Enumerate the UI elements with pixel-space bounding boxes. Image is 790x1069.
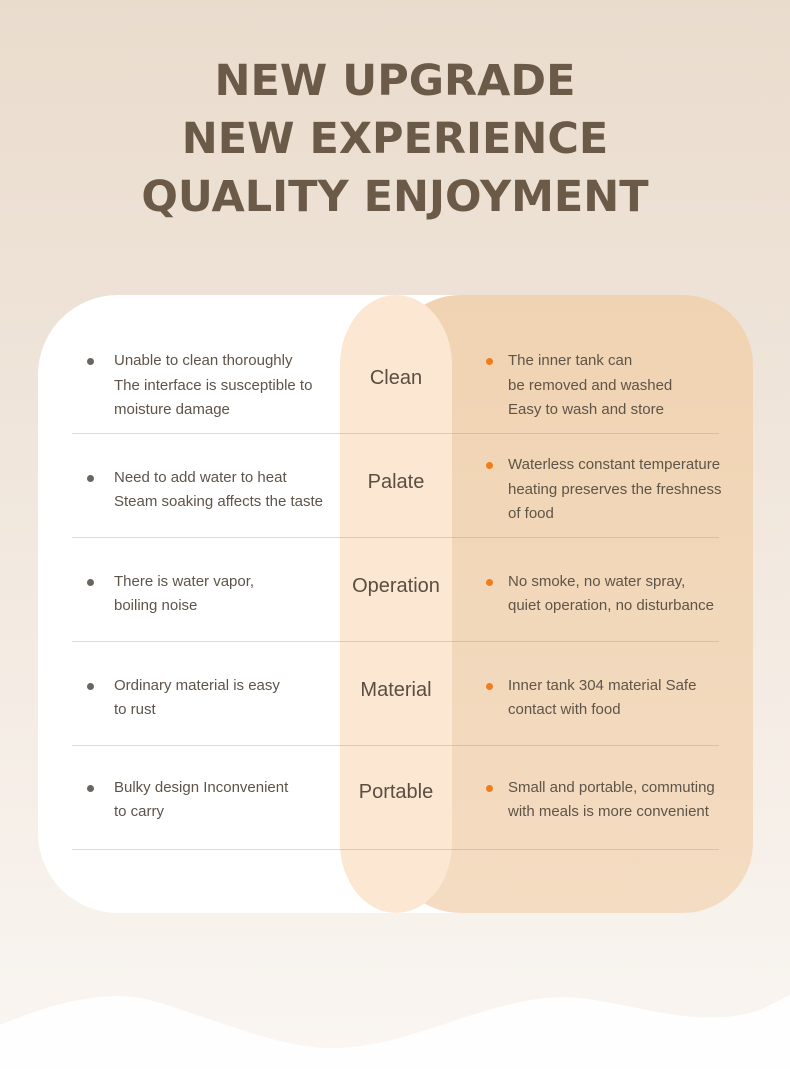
bullet-grey-icon bbox=[87, 578, 94, 586]
headline: NEW UPGRADE NEW EXPERIENCE QUALITY ENJOY… bbox=[0, 52, 790, 226]
advantage-line: of food bbox=[508, 505, 554, 523]
disadvantage-text: Need to add water to heat Steam soaking a… bbox=[114, 466, 344, 515]
disadvantage-text: Unable to clean thoroughly The interface … bbox=[114, 349, 344, 423]
bullet-orange-icon bbox=[486, 784, 493, 792]
bullet-grey-icon bbox=[87, 474, 94, 482]
advantage-text: Small and portable, commuting with meals … bbox=[508, 776, 748, 825]
disadvantage-line: to rust bbox=[114, 701, 156, 718]
headline-line: QUALITY ENJOYMENT bbox=[141, 172, 649, 222]
advantage-line: Small and portable, commuting bbox=[508, 778, 715, 796]
bullet-orange-icon bbox=[486, 462, 493, 470]
disadvantage-text: There is water vapor, boiling noise bbox=[114, 570, 344, 619]
disadvantage-text: Bulky design Inconvenient to carry bbox=[114, 776, 344, 825]
row-divider bbox=[72, 537, 719, 538]
disadvantage-line: to carry bbox=[114, 803, 165, 820]
category-label: Clean bbox=[369, 367, 423, 389]
advantage-line: No smoke, no water spray, bbox=[508, 572, 686, 590]
advantage-text: No smoke, no water spray, quiet operation… bbox=[508, 570, 748, 619]
advantage-line: be removed and washed bbox=[508, 376, 673, 394]
headline-line: NEW EXPERIENCE bbox=[181, 114, 609, 164]
disadvantage-line: moisture damage bbox=[114, 401, 230, 419]
bullet-orange-icon bbox=[486, 578, 493, 586]
category-label: Material bbox=[360, 679, 432, 701]
disadvantage-text: Ordinary material is easy to rust bbox=[114, 674, 344, 723]
row-divider bbox=[72, 849, 719, 850]
advantage-text: Inner tank 304 material Safe contact with… bbox=[508, 674, 748, 723]
disadvantage-line: Need to add water to heat bbox=[114, 468, 287, 486]
bullet-grey-icon bbox=[87, 682, 94, 690]
advantage-line: quiet operation, no disturbance bbox=[508, 597, 714, 614]
disadvantage-line: Unable to clean thoroughly bbox=[114, 352, 293, 370]
advantage-line: Waterless constant temperature bbox=[508, 456, 721, 474]
disadvantage-line: The interface is susceptible to bbox=[114, 376, 313, 394]
category-label: Palate bbox=[367, 471, 425, 493]
category-column bbox=[340, 295, 452, 913]
bullet-orange-icon bbox=[486, 682, 493, 690]
disadvantage-line: boiling noise bbox=[114, 597, 198, 614]
row-divider bbox=[72, 745, 719, 746]
disadvantage-line: There is water vapor, bbox=[114, 572, 255, 590]
bullet-grey-icon bbox=[87, 784, 94, 792]
disadvantage-line: Bulky design Inconvenient bbox=[114, 778, 289, 796]
row-divider bbox=[72, 641, 719, 642]
row-divider bbox=[72, 433, 719, 434]
advantage-line: heating preserves the freshness bbox=[508, 480, 722, 498]
advantage-line: contact with food bbox=[508, 701, 621, 718]
category-label: Portable bbox=[358, 781, 434, 803]
bullet-orange-icon bbox=[486, 358, 493, 366]
advantage-text: The inner tank can be removed and washed E… bbox=[508, 349, 748, 423]
disadvantage-line: Steam soaking affects the taste bbox=[114, 493, 324, 510]
category-label: Operation bbox=[352, 575, 440, 597]
advantage-text: Waterless constant temperature heating pr… bbox=[508, 453, 748, 527]
bullet-grey-icon bbox=[87, 358, 94, 366]
headline-line: NEW UPGRADE bbox=[214, 56, 576, 106]
advantage-line: The inner tank can bbox=[508, 352, 633, 370]
advantage-line: Easy to wash and store bbox=[508, 401, 664, 419]
advantage-line: with meals is more convenient bbox=[508, 803, 709, 820]
advantage-line: Inner tank 304 material Safe bbox=[508, 676, 697, 694]
disadvantage-line: Ordinary material is easy bbox=[114, 676, 280, 694]
